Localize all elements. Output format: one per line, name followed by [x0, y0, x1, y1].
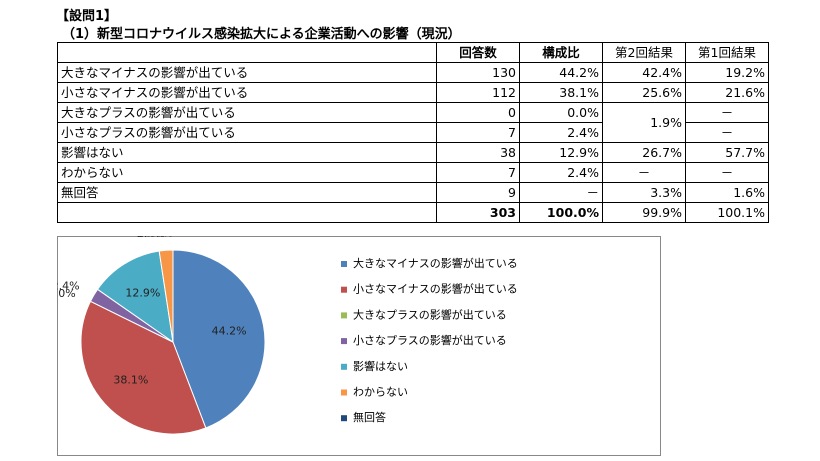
cell: 57.7%	[685, 142, 769, 163]
cell: 42.4%	[602, 62, 686, 83]
cell: 100.0%	[519, 202, 603, 223]
legend-swatch	[341, 338, 347, 345]
cell: 1.9%	[602, 102, 686, 143]
cell: 44.2%	[519, 62, 603, 83]
results-table: 回答数 構成比 第2回結果 第1回結果 大きなマイナスの影響が出ている 130 44…	[57, 42, 769, 223]
cell: 26.7%	[602, 142, 686, 163]
data-label: 38.1%	[113, 373, 148, 386]
legend-label: 影響はない	[353, 359, 408, 373]
cell: 大きなプラスの影響が出ている	[57, 102, 437, 123]
header-cell: 第2回結果	[602, 42, 686, 63]
cell: 2.4%	[519, 162, 603, 183]
cell: 38.1%	[519, 82, 603, 103]
cell: 2.4%	[519, 122, 603, 143]
legend-label: 小さなプラスの影響が出ている	[353, 333, 507, 347]
cell: 21.6%	[685, 82, 769, 103]
cell: －	[685, 122, 769, 143]
title: 【設問1】	[56, 9, 118, 24]
cell: 38	[436, 142, 520, 163]
cell: 大きなマイナスの影響が出ている	[57, 62, 437, 83]
cell: 112	[436, 82, 520, 103]
header-cell	[57, 42, 437, 63]
cell: 7	[436, 162, 520, 183]
cell: 0.0%	[519, 102, 603, 123]
pie-chart: 44.2%38.1%0.0%2.4%12.9%2.4%0.0%大きなマイナスの影…	[57, 236, 661, 456]
pie-slice	[172, 249, 266, 429]
legend-swatch	[341, 415, 347, 422]
legend-swatch	[341, 261, 347, 267]
cell: －	[685, 162, 769, 183]
cell: －	[602, 162, 686, 183]
legend-label: 大きなプラスの影響が出ている	[353, 307, 507, 321]
data-label: 12.9%	[125, 287, 160, 300]
data-label: 0.0%	[145, 236, 173, 239]
legend-swatch	[341, 286, 347, 293]
cell: －	[519, 182, 603, 203]
cell: 小さなプラスの影響が出ている	[57, 122, 437, 143]
legend-swatch	[341, 312, 347, 319]
cell: 130	[436, 62, 520, 83]
cell	[57, 202, 437, 223]
header-cell: 構成比	[519, 42, 603, 63]
pie-slice	[80, 300, 207, 435]
cell: 1.6%	[685, 182, 769, 203]
legend-label: 大きなマイナスの影響が出ている	[353, 256, 518, 270]
pie-slice	[96, 250, 174, 344]
legend-label: 無回答	[353, 410, 386, 424]
cell: －	[685, 102, 769, 123]
cell: 12.9%	[519, 142, 603, 163]
cell: 19.2%	[685, 62, 769, 83]
data-label: 2.4%	[137, 236, 165, 240]
cell: わからない	[57, 162, 437, 183]
cell: 影響はない	[57, 142, 437, 163]
legend-swatch	[341, 363, 347, 370]
legend-swatch	[341, 389, 347, 396]
cell: 303	[436, 202, 520, 223]
cell: 7	[436, 122, 520, 143]
data-label: 44.2%	[212, 325, 247, 338]
cell: 無回答	[57, 182, 437, 203]
header-cell: 回答数	[436, 42, 520, 63]
cell: 3.3%	[602, 182, 686, 203]
data-label: 2.4%	[57, 280, 80, 293]
cell: 99.9%	[602, 202, 686, 223]
cell: 小さなマイナスの影響が出ている	[57, 82, 437, 103]
legend-label: 小さなマイナスの影響が出ている	[353, 282, 518, 296]
cell: 9	[436, 182, 520, 203]
cell: 25.6%	[602, 82, 686, 103]
cell: 0	[436, 102, 520, 123]
legend-label: わからない	[353, 386, 408, 399]
header-cell: 第1回結果	[685, 42, 769, 63]
subtitle: （1）新型コロナウイルス感染拡大による企業活動への影響（現況）	[62, 27, 461, 42]
data-label: 0.0%	[57, 287, 76, 300]
cell: 100.1%	[685, 202, 769, 223]
